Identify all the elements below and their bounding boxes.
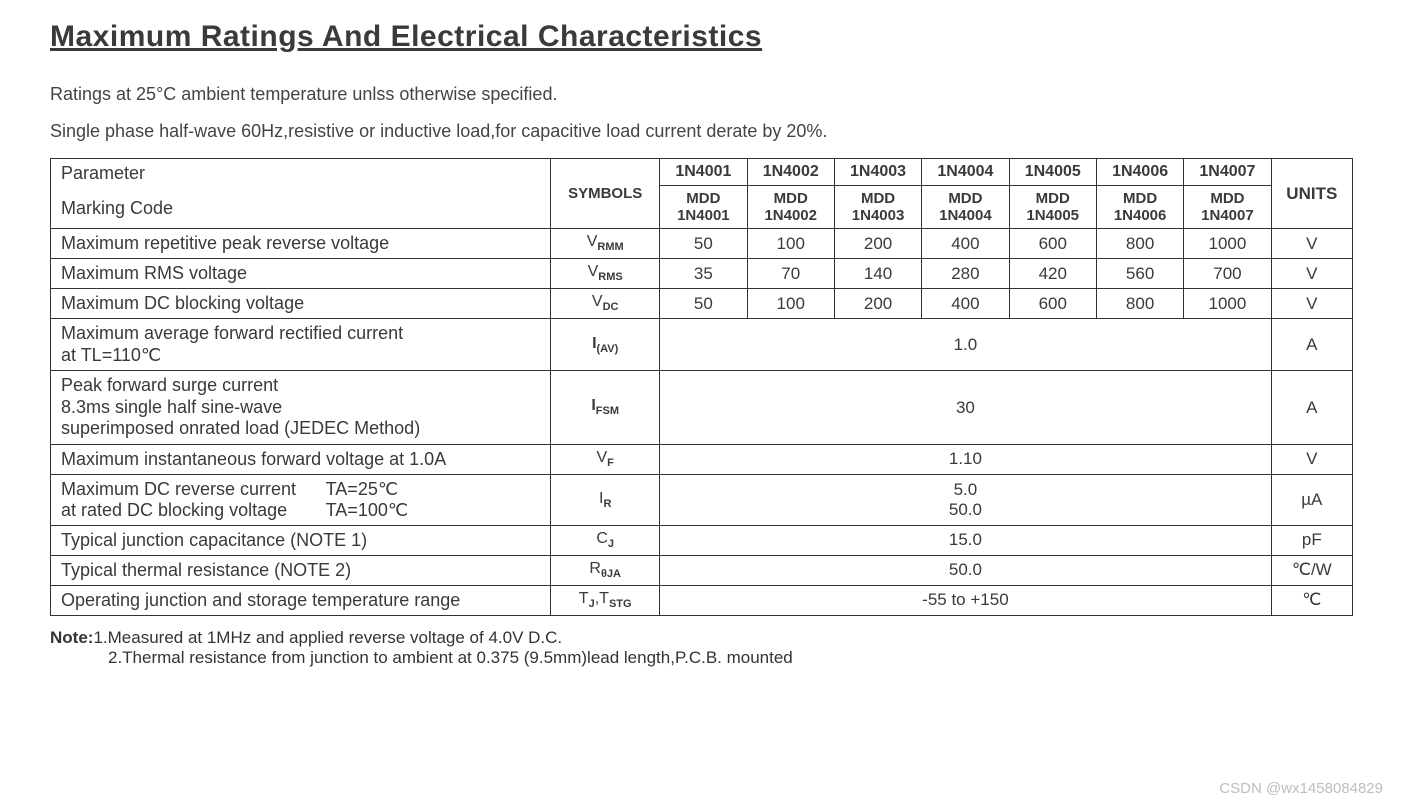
row-vrmm: Maximum repetitive peak reverse voltage … (51, 229, 1353, 259)
param-tj: Operating junction and storage temperatu… (51, 585, 551, 615)
cell-vf: 1.10 (660, 444, 1271, 474)
marking-0: MDD1N4001 (660, 186, 747, 229)
unit-ir: µA (1271, 474, 1352, 525)
subtitle-1: Ratings at 25°C ambient temperature unls… (50, 84, 1353, 105)
symbol-ifsm: IFSM (551, 371, 660, 445)
row-cj: Typical junction capacitance (NOTE 1) CJ… (51, 525, 1353, 555)
param-vrmm: Maximum repetitive peak reverse voltage (51, 229, 551, 259)
row-rth: Typical thermal resistance (NOTE 2) RθJA… (51, 555, 1353, 585)
unit-vrmm: V (1271, 229, 1352, 259)
symbol-vdc: VDC (551, 289, 660, 319)
watermark: CSDN @wx1458084829 (1219, 780, 1383, 797)
cell-vrmm-5: 800 (1096, 229, 1183, 259)
ratings-table: Parameter SYMBOLS 1N4001 1N4002 1N4003 1… (50, 158, 1353, 616)
param-vrms: Maximum RMS voltage (51, 259, 551, 289)
cell-vrmm-4: 600 (1009, 229, 1096, 259)
unit-vf: V (1271, 444, 1352, 474)
unit-iav: A (1271, 319, 1352, 371)
param-ir: Maximum DC reverse currentTA=25℃ at rate… (51, 474, 551, 525)
part-head-4: 1N4005 (1009, 159, 1096, 186)
cell-vrms-1: 70 (747, 259, 834, 289)
cell-vdc-4: 600 (1009, 289, 1096, 319)
symbol-vrmm: VRMM (551, 229, 660, 259)
part-head-0: 1N4001 (660, 159, 747, 186)
marking-4: MDD1N4005 (1009, 186, 1096, 229)
symbol-tj: TJ,TSTG (551, 585, 660, 615)
param-rth: Typical thermal resistance (NOTE 2) (51, 555, 551, 585)
row-tj: Operating junction and storage temperatu… (51, 585, 1353, 615)
cell-vrms-3: 280 (922, 259, 1009, 289)
marking-1: MDD1N4002 (747, 186, 834, 229)
symbol-cj: CJ (551, 525, 660, 555)
note-1: 1.Measured at 1MHz and applied reverse v… (93, 628, 562, 647)
symbol-iav: I(AV) (551, 319, 660, 371)
unit-ifsm: A (1271, 371, 1352, 445)
cell-vdc-2: 200 (834, 289, 921, 319)
symbol-vrms: VRMS (551, 259, 660, 289)
param-ifsm: Peak forward surge current8.3ms single h… (51, 371, 551, 445)
row-ir: Maximum DC reverse currentTA=25℃ at rate… (51, 474, 1353, 525)
cell-vrms-6: 700 (1184, 259, 1271, 289)
part-head-3: 1N4004 (922, 159, 1009, 186)
units-header: UNITS (1271, 159, 1352, 229)
param-vdc: Maximum DC blocking voltage (51, 289, 551, 319)
cell-ifsm: 30 (660, 371, 1271, 445)
cell-vdc-6: 1000 (1184, 289, 1271, 319)
symbol-rth: RθJA (551, 555, 660, 585)
unit-vdc: V (1271, 289, 1352, 319)
cell-ir: 5.050.0 (660, 474, 1271, 525)
part-head-5: 1N4006 (1096, 159, 1183, 186)
cell-iav: 1.0 (660, 319, 1271, 371)
row-iav: Maximum average forward rectified curren… (51, 319, 1353, 371)
cell-vdc-3: 400 (922, 289, 1009, 319)
cell-vrms-2: 140 (834, 259, 921, 289)
row-vf: Maximum instantaneous forward voltage at… (51, 444, 1353, 474)
symbol-ir: IR (551, 474, 660, 525)
unit-vrms: V (1271, 259, 1352, 289)
marking-code-header: Marking Code (51, 188, 551, 229)
notes: Note:1.Measured at 1MHz and applied reve… (50, 628, 1353, 668)
param-cj: Typical junction capacitance (NOTE 1) (51, 525, 551, 555)
param-iav: Maximum average forward rectified curren… (51, 319, 551, 371)
marking-6: MDD1N4007 (1184, 186, 1271, 229)
page-title: Maximum Ratings And Electrical Character… (50, 20, 1353, 54)
part-head-2: 1N4003 (834, 159, 921, 186)
unit-tj: ℃ (1271, 585, 1352, 615)
subtitle-2: Single phase half-wave 60Hz,resistive or… (50, 121, 1353, 142)
symbols-header: SYMBOLS (551, 159, 660, 229)
marking-3: MDD1N4004 (922, 186, 1009, 229)
parameter-header: Parameter (51, 159, 551, 189)
cell-vrms-5: 560 (1096, 259, 1183, 289)
cell-vdc-0: 50 (660, 289, 747, 319)
note-label: Note: (50, 628, 93, 647)
unit-rth: ℃/W (1271, 555, 1352, 585)
symbol-vf: VF (551, 444, 660, 474)
param-vf: Maximum instantaneous forward voltage at… (51, 444, 551, 474)
unit-cj: pF (1271, 525, 1352, 555)
cell-vrmm-6: 1000 (1184, 229, 1271, 259)
row-vdc: Maximum DC blocking voltage VDC 50 100 2… (51, 289, 1353, 319)
cell-vrms-4: 420 (1009, 259, 1096, 289)
cell-vrmm-0: 50 (660, 229, 747, 259)
part-head-6: 1N4007 (1184, 159, 1271, 186)
cell-vrms-0: 35 (660, 259, 747, 289)
cell-vrmm-2: 200 (834, 229, 921, 259)
cell-tj: -55 to +150 (660, 585, 1271, 615)
cell-vdc-1: 100 (747, 289, 834, 319)
cell-rth: 50.0 (660, 555, 1271, 585)
row-vrms: Maximum RMS voltage VRMS 35 70 140 280 4… (51, 259, 1353, 289)
part-head-1: 1N4002 (747, 159, 834, 186)
cell-vdc-5: 800 (1096, 289, 1183, 319)
marking-2: MDD1N4003 (834, 186, 921, 229)
cell-cj: 15.0 (660, 525, 1271, 555)
note-2: 2.Thermal resistance from junction to am… (50, 648, 793, 667)
cell-vrmm-1: 100 (747, 229, 834, 259)
row-ifsm: Peak forward surge current8.3ms single h… (51, 371, 1353, 445)
cell-vrmm-3: 400 (922, 229, 1009, 259)
table-header-row-1: Parameter SYMBOLS 1N4001 1N4002 1N4003 1… (51, 159, 1353, 186)
marking-5: MDD1N4006 (1096, 186, 1183, 229)
